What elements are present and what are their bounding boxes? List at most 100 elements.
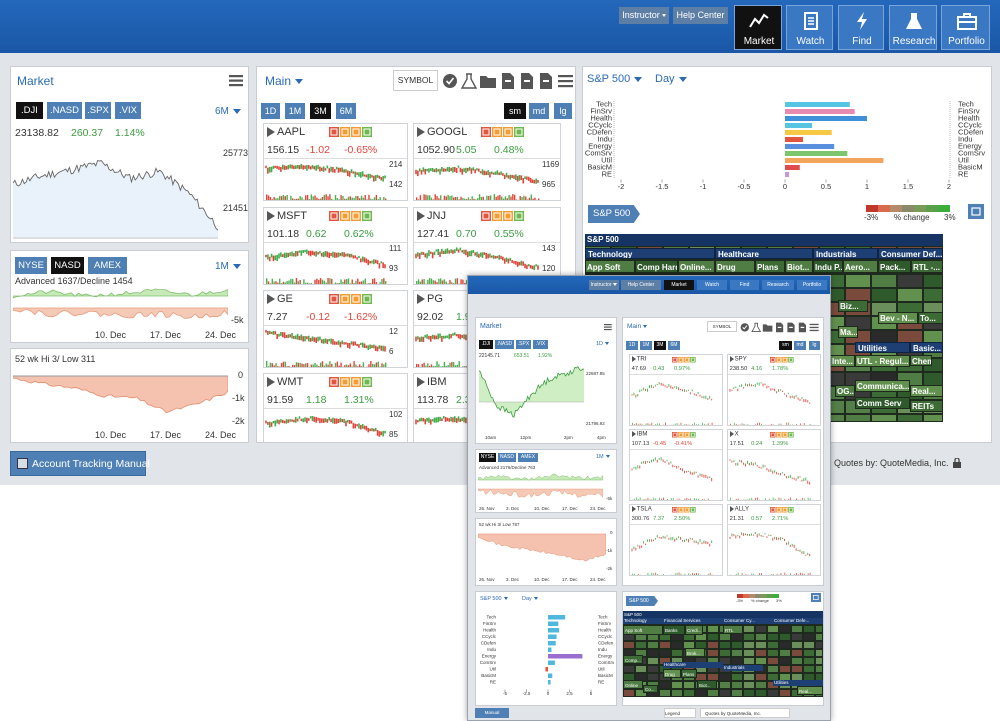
symbol-input[interactable]: SYMBOL: [393, 70, 438, 91]
index-button[interactable]: .VIX: [533, 340, 548, 349]
watchlist-dropdown[interactable]: Main: [265, 74, 303, 88]
candle: [315, 337, 318, 343]
heat-tile: [755, 689, 767, 697]
range-button[interactable]: 6M: [668, 341, 680, 350]
range-button[interactable]: 3M: [310, 103, 331, 119]
chart-low: 21451: [223, 203, 249, 213]
help-button[interactable]: Help Center: [673, 7, 728, 24]
candle: [465, 334, 467, 341]
tool-icon-inner: [330, 378, 338, 386]
graphic: [971, 207, 981, 216]
inset-legend-button[interactable]: Legend: [664, 708, 696, 718]
range-button[interactable]: 3M: [654, 341, 666, 350]
tile-change: 5.05: [456, 144, 477, 156]
inset-nav-button[interactable]: Watch: [697, 280, 727, 290]
range-dropdown[interactable]: 1M: [215, 261, 241, 272]
graphic: [13, 159, 218, 239]
index-button[interactable]: .VIX: [115, 102, 141, 119]
range-dropdown[interactable]: 1D: [596, 341, 609, 347]
index-dropdown[interactable]: S&P 500: [587, 73, 642, 85]
candle: [293, 335, 295, 339]
menu-icon-bar: [809, 329, 819, 332]
size-button[interactable]: md: [529, 103, 549, 119]
tool-icon: [351, 377, 362, 387]
period-dropdown[interactable]: Day: [522, 596, 538, 602]
index-button[interactable]: .SPX: [516, 340, 531, 349]
watchlist-dropdown[interactable]: Main: [627, 323, 647, 330]
index-dropdown[interactable]: S&P 500: [480, 596, 508, 602]
nav-button[interactable]: Portfolio: [941, 5, 990, 50]
nav-button[interactable]: Market: [734, 5, 782, 50]
volume-bar: [360, 281, 363, 284]
exchange-button[interactable]: NYSE: [479, 453, 496, 462]
volume-bar: [441, 366, 444, 367]
volume-bar: [286, 281, 288, 284]
heat-cell: Drug: [715, 260, 755, 273]
inset-help-button[interactable]: Help Center: [621, 280, 661, 290]
volume-bar: [299, 196, 301, 200]
exchange-button[interactable]: AMEX: [518, 453, 538, 462]
volume-bar: [751, 573, 753, 575]
sector-header: Financial Services: [663, 618, 723, 624]
volume-bar: [682, 574, 684, 575]
size-button[interactable]: sm: [504, 103, 526, 119]
manual-button[interactable]: Account Tracking Manual: [10, 451, 150, 476]
volume-bar: [288, 280, 290, 284]
size-button[interactable]: lg: [554, 103, 572, 119]
candle: [633, 546, 635, 549]
inset-nav-button[interactable]: Research: [762, 280, 794, 290]
candle: [470, 168, 473, 174]
range-button[interactable]: 1M: [285, 103, 305, 119]
expand-button[interactable]: [968, 204, 984, 219]
volume-bar: [741, 499, 743, 500]
candle: [707, 541, 709, 544]
candle: [444, 168, 447, 172]
range-button[interactable]: 6M: [336, 103, 356, 119]
expand-button[interactable]: [811, 593, 821, 602]
instructor-button[interactable]: Instructor: [619, 7, 669, 24]
exchange-button[interactable]: NASD: [51, 257, 84, 274]
candle: [658, 457, 660, 460]
index-button[interactable]: .SPX: [85, 102, 111, 119]
range-dropdown[interactable]: 6M: [215, 106, 241, 117]
size-button[interactable]: sm: [779, 341, 792, 350]
volume-bar: [672, 497, 674, 500]
volume-bar: [696, 572, 697, 575]
inset-manual-button[interactable]: Manual: [475, 708, 509, 718]
range-button[interactable]: 1D: [626, 341, 638, 350]
index-button[interactable]: .NASD: [47, 102, 82, 119]
nav-button[interactable]: Research: [889, 5, 937, 50]
index-button[interactable]: .NASD: [495, 340, 514, 349]
candle: [265, 420, 267, 424]
inset-nav-button[interactable]: Portfolio: [797, 280, 827, 290]
sector-bar: [785, 165, 800, 170]
size-button[interactable]: md: [794, 341, 806, 350]
nav-button[interactable]: Watch: [786, 5, 833, 50]
exchange-button[interactable]: AMEX: [88, 257, 127, 274]
range-button[interactable]: 1D: [261, 103, 280, 119]
tile-last: 91.59: [267, 394, 294, 406]
heatmap-index-button[interactable]: S&P 500: [588, 205, 640, 223]
nav-button[interactable]: Find: [838, 5, 884, 50]
inset-nav-button[interactable]: Market: [664, 280, 694, 290]
index-button[interactable]: .DJI: [16, 102, 43, 119]
heatmap-index-button[interactable]: S&P 500: [626, 596, 658, 606]
inset-instructor-button[interactable]: Instructor: [589, 280, 619, 290]
candle: [489, 172, 491, 178]
volume-bar: [282, 361, 285, 367]
candle: [709, 543, 711, 547]
symbol-input[interactable]: SYMBOL: [707, 321, 737, 332]
period-dropdown[interactable]: Day: [655, 73, 687, 85]
index-button[interactable]: .DJI: [479, 340, 493, 349]
volume-bar: [790, 424, 792, 425]
exchange-button[interactable]: NASD: [498, 453, 516, 462]
candle: [752, 534, 754, 536]
size-button[interactable]: lg: [809, 341, 820, 350]
candle: [531, 179, 534, 183]
range-dropdown[interactable]: 1M: [596, 454, 610, 460]
range-button[interactable]: 1M: [640, 341, 652, 350]
candle: [333, 341, 336, 345]
candle: [320, 339, 323, 344]
exchange-button[interactable]: NYSE: [15, 257, 47, 274]
inset-nav-button[interactable]: Find: [730, 280, 759, 290]
